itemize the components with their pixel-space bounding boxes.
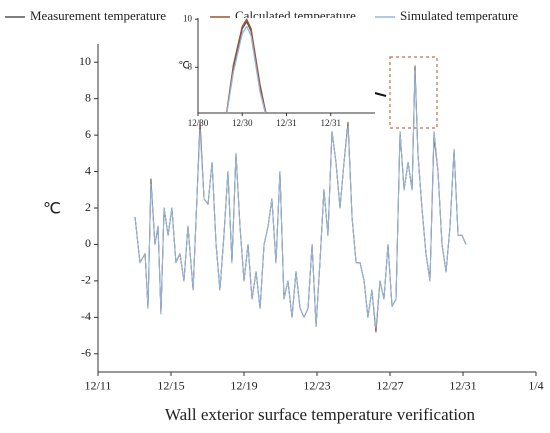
x-tick-label: 12/27 (376, 379, 403, 393)
x-tick-label: 12/30 (188, 118, 209, 128)
y-tick-label: 10 (183, 13, 193, 23)
x-axis-title: Wall exterior surface temperature verifi… (165, 405, 476, 424)
y-tick-label: -2 (81, 273, 91, 287)
y-tick-label: 2 (85, 200, 91, 214)
inset-y-axis-title: ℃ (178, 60, 189, 71)
x-tick-label: 12/19 (230, 379, 257, 393)
y-tick-label: 8 (85, 90, 91, 104)
y-tick-label: 6 (85, 127, 91, 141)
x-tick-label: 12/30 (232, 118, 253, 128)
x-tick-label: 12/15 (157, 379, 184, 393)
series-line (226, 25, 266, 113)
x-tick-label: 12/31 (320, 118, 341, 128)
legend-label: Measurement temperature (30, 8, 166, 23)
y-tick-label: 4 (85, 163, 91, 177)
legend-label: Simulated temperature (400, 8, 518, 23)
y-tick-label: 10 (79, 54, 91, 68)
y-tick-label: -4 (81, 309, 91, 323)
series-group (134, 65, 467, 333)
x-tick-label: 1/4 (528, 379, 543, 393)
y-tick-label: 8 (188, 61, 193, 71)
x-tick-label: 12/23 (303, 379, 330, 393)
series-line (134, 70, 467, 329)
series-group (225, 18, 267, 113)
series-line (225, 18, 267, 113)
inset-background (198, 18, 375, 113)
y-tick-label: -6 (81, 346, 91, 360)
y-tick-label: 0 (85, 236, 91, 250)
x-tick-label: 12/11 (85, 379, 112, 393)
zoom-box (389, 56, 438, 129)
y-axis-title: ℃ (43, 201, 61, 218)
x-tick-label: 12/31 (276, 118, 297, 128)
x-tick-label: 12/31 (449, 379, 476, 393)
